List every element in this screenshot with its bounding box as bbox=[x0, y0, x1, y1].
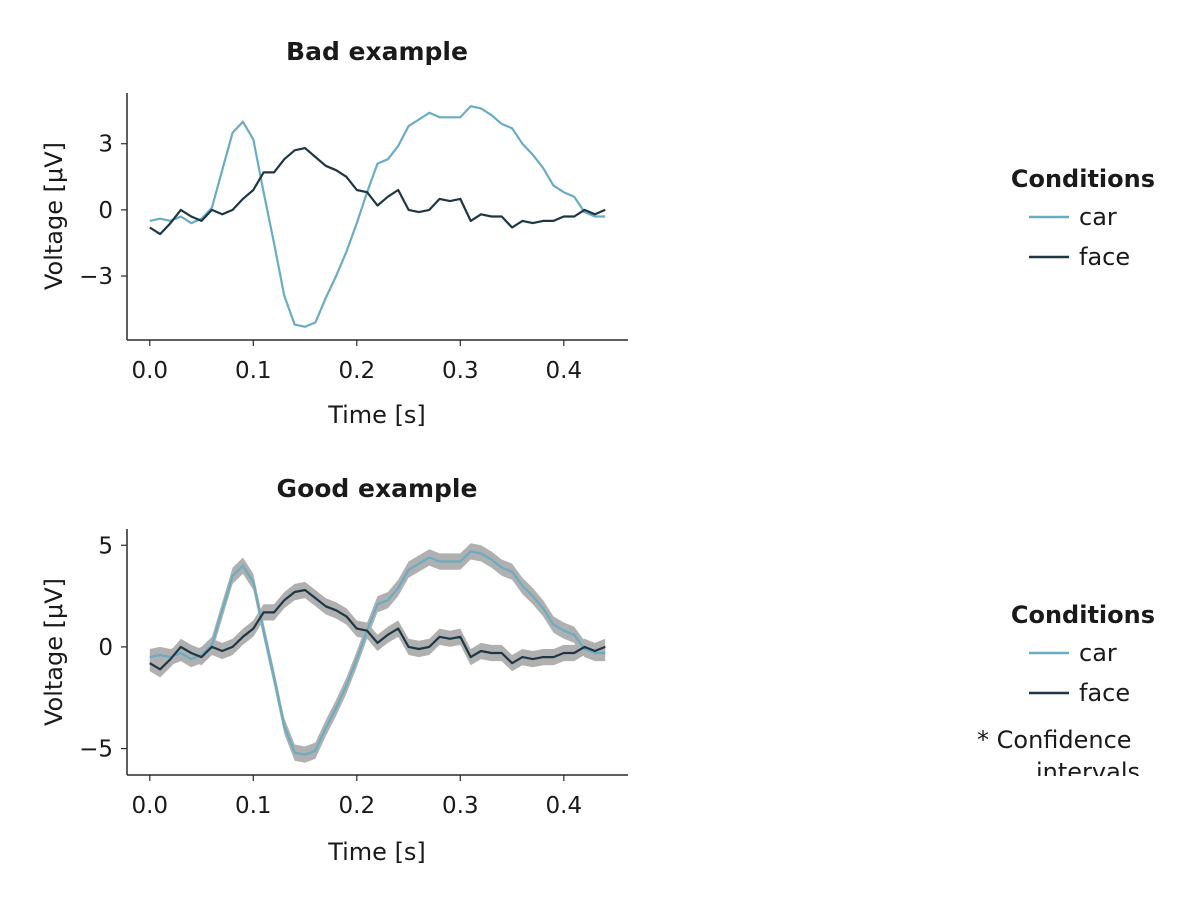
plot-area: 0.0 0.1 0.2 0.3 0.4 3 0 −3 bbox=[79, 93, 628, 384]
x-tick-label: 0.1 bbox=[235, 793, 272, 819]
series-line-face bbox=[149, 147, 606, 236]
x-axis-label: Time [s] bbox=[327, 401, 426, 429]
x-axis-label: Time [s] bbox=[327, 838, 426, 866]
panel-title: Bad example bbox=[286, 37, 468, 66]
x-tick-label: 0.0 bbox=[131, 793, 168, 819]
plot-area: 0.0 0.1 0.2 0.3 0.4 5 0 −5 bbox=[79, 529, 628, 819]
panel-bad-example: Bad example 0.0 0.1 0.2 0.3 0.4 3 0 −3 Time [s]… bbox=[40, 37, 1155, 429]
legend-title: Conditions bbox=[1011, 165, 1155, 193]
series-line-face bbox=[149, 588, 606, 671]
y-tick-label: −5 bbox=[79, 737, 113, 763]
y-tick-label: 0 bbox=[98, 198, 113, 224]
legend-label-car: car bbox=[1079, 203, 1117, 231]
legend: Conditions car face * Confidence interval… bbox=[977, 601, 1155, 786]
x-tick-label: 0.3 bbox=[442, 793, 479, 819]
legend-note: * Confidence intervals bbox=[977, 726, 1140, 786]
y-tick-label: −3 bbox=[79, 264, 113, 290]
legend-title: Conditions bbox=[1011, 601, 1155, 629]
y-axis-label: Voltage [μV] bbox=[40, 142, 68, 290]
x-tick-label: 0.3 bbox=[442, 358, 479, 384]
legend-label-face: face bbox=[1079, 243, 1130, 271]
x-tick-label: 0.0 bbox=[131, 358, 168, 384]
x-tick-label: 0.4 bbox=[546, 358, 583, 384]
x-tick-label: 0.1 bbox=[235, 358, 272, 384]
x-tick-label: 0.2 bbox=[339, 358, 376, 384]
panel-title: Good example bbox=[277, 474, 478, 503]
y-tick-label: 0 bbox=[98, 635, 113, 661]
legend-label-car: car bbox=[1079, 639, 1117, 667]
y-tick-label: 5 bbox=[98, 533, 113, 559]
y-tick-label: 3 bbox=[98, 132, 113, 158]
panel-good-example: Good example 0.0 0.1 0.2 0.3 0.4 5 0 −5 Time [s… bbox=[40, 474, 1155, 866]
x-tick-label: 0.4 bbox=[546, 793, 583, 819]
y-axis-label: Voltage [μV] bbox=[40, 578, 68, 726]
series-line-car bbox=[149, 105, 606, 328]
series-line-car bbox=[149, 550, 606, 756]
x-tick-label: 0.2 bbox=[339, 793, 376, 819]
legend-label-face: face bbox=[1079, 679, 1130, 707]
legend: Conditions car face bbox=[1011, 165, 1155, 271]
